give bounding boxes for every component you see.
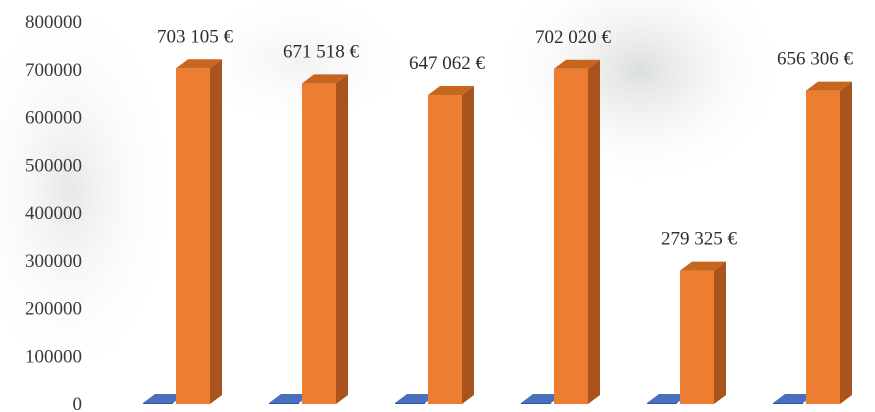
bar-series-1-front	[647, 403, 677, 404]
y-tick-label: 100000	[25, 346, 82, 367]
bar-series-2	[806, 90, 840, 404]
bar-series-2-side	[588, 59, 600, 404]
bar-series-1-front	[395, 403, 425, 404]
y-tick-label: 600000	[25, 108, 82, 129]
bar-series-2-top	[680, 261, 726, 271]
y-tick-label: 300000	[25, 251, 82, 272]
data-label: 279 325 €	[661, 229, 738, 250]
bar-series-2-side	[840, 81, 852, 404]
bar-series-1-front	[773, 403, 803, 404]
bar-series-1	[269, 394, 311, 403]
bar-series-2-side	[462, 86, 474, 404]
data-label: 703 105 €	[157, 26, 234, 47]
bar-series-1-front	[269, 403, 299, 404]
bar-series-2-top	[176, 59, 222, 69]
y-tick-label: 800000	[25, 12, 82, 33]
bar-series-2-side	[336, 74, 348, 404]
bar-series-2-side	[210, 59, 222, 404]
bar-series-1-front	[521, 403, 551, 404]
data-labels-group: 703 105 € 671 518 € 647 062 € 702 020 € 279 …	[157, 26, 854, 249]
bar-series-2-top	[806, 81, 852, 91]
bar-series-1	[647, 394, 689, 403]
bar-series-2-top	[554, 59, 600, 69]
y-tick-label: 700000	[25, 60, 82, 81]
y-tick-label: 200000	[25, 299, 82, 320]
bar-series-2	[554, 68, 588, 404]
bar-series-1	[521, 394, 563, 403]
data-label: 702 020 €	[535, 27, 612, 48]
bar-series-2-top	[302, 74, 348, 84]
data-label: 656 306 €	[777, 49, 854, 70]
y-tick-label: 500000	[25, 155, 82, 176]
bar-series-1	[143, 394, 185, 403]
bar-series-2	[680, 270, 714, 404]
bars-group	[143, 59, 852, 404]
data-label: 671 518 €	[283, 41, 360, 62]
bar-series-2-top	[428, 86, 474, 96]
y-tick-label: 400000	[25, 203, 82, 224]
bar-series-1-front	[143, 403, 173, 404]
y-axis: 0 100000 200000 300000 400000 500000 600000 700…	[25, 12, 82, 412]
bar-series-1	[773, 394, 815, 403]
bar-series-2	[176, 68, 210, 404]
y-tick-label: 0	[73, 394, 83, 412]
bar-series-2-side	[714, 261, 726, 404]
bar-series-2	[428, 95, 462, 404]
bar-series-1	[395, 394, 437, 403]
bar-series-2	[302, 83, 336, 404]
data-label: 647 062 €	[409, 53, 486, 74]
